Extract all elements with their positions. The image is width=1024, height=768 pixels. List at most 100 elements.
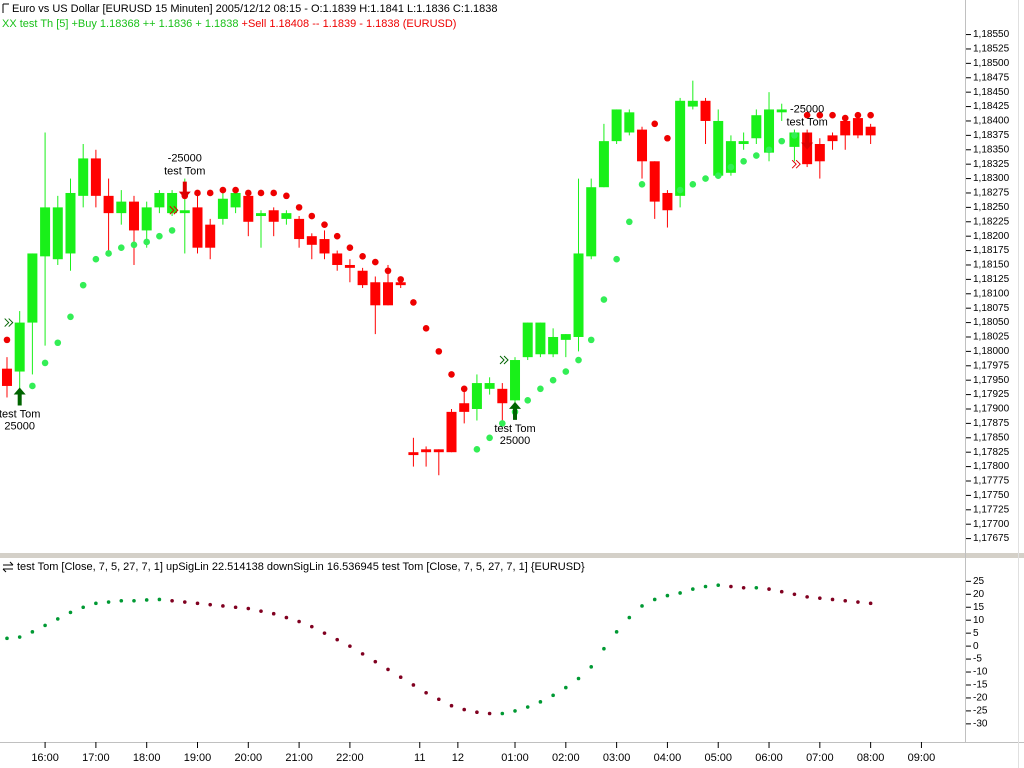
- candle-body: [40, 207, 51, 257]
- indicator-dot: [30, 630, 35, 634]
- indicator-dot: [322, 631, 327, 635]
- signal-amount: 25000: [500, 435, 531, 447]
- y-tick-label: -25: [973, 706, 988, 717]
- candle-body: [852, 118, 863, 136]
- candle-body: [421, 449, 432, 453]
- indicator-dot: [437, 697, 441, 702]
- candle-body: [128, 201, 139, 231]
- y-tick-label: 1,18275: [973, 188, 1010, 199]
- sar-dot: [854, 111, 862, 119]
- indicator-dot: [373, 659, 378, 664]
- chart-title: Euro vs US Dollar [EURUSD 15 Minuten] 20…: [12, 3, 498, 15]
- indicator-dot: [43, 623, 47, 628]
- indicator-dot: [119, 598, 124, 603]
- indicator-dot: [462, 707, 467, 712]
- y-tick-label: -10: [973, 667, 988, 678]
- x-tick-label: 16:00: [31, 752, 59, 764]
- indicator-dot: [640, 604, 644, 608]
- candle-body: [116, 201, 127, 214]
- candle-body: [535, 322, 546, 355]
- y-tick-label: 1,18300: [973, 173, 1010, 184]
- y-tick-label: 5: [973, 628, 979, 639]
- sar-dot: [651, 120, 659, 128]
- signal-arrow: [509, 401, 522, 420]
- candle-body: [459, 403, 470, 412]
- sar-dot: [841, 114, 849, 122]
- y-tick-label: 25: [973, 576, 985, 587]
- y-tick-label: 1,18000: [973, 346, 1010, 357]
- candle-body: [192, 207, 203, 248]
- indicator-dot: [144, 598, 149, 602]
- indicator-dot: [271, 611, 276, 616]
- candle-body: [306, 236, 317, 245]
- candle-body: [78, 158, 89, 196]
- signal-label: test Tom: [494, 423, 535, 435]
- indicator-dot: [5, 636, 9, 641]
- x-tick-label: 19:00: [184, 752, 212, 764]
- sar-dot: [562, 368, 570, 375]
- candle-body: [637, 129, 648, 162]
- sar-dot: [359, 253, 366, 260]
- sar-dot: [448, 371, 455, 378]
- y-tick-label: 1,18250: [973, 202, 1010, 213]
- indicator-dot: [487, 711, 492, 716]
- y-tick-label: 1,18500: [973, 58, 1010, 69]
- sar-dot: [168, 227, 176, 234]
- y-tick-label: 1,18050: [973, 317, 1010, 328]
- candle-body: [713, 120, 724, 176]
- indicator-dot: [246, 606, 251, 611]
- indicator-dot: [310, 624, 314, 629]
- indicator-dot: [602, 646, 606, 651]
- candle-body: [840, 120, 851, 136]
- indicator-dot: [614, 630, 619, 634]
- sar-dot: [765, 146, 773, 154]
- candle-body: [27, 253, 38, 323]
- sar-dot: [321, 221, 328, 228]
- candle-body: [408, 452, 419, 456]
- sar-dot: [117, 244, 125, 251]
- indicator-dot: [538, 700, 543, 704]
- y-tick-label: 1,18025: [973, 332, 1010, 343]
- y-tick-label: 0: [973, 641, 979, 652]
- pane-icon: [2, 561, 14, 573]
- sar-dot: [105, 250, 112, 257]
- candle-body: [167, 192, 178, 214]
- signal-amount: -25000: [168, 152, 202, 164]
- indicator-dot: [805, 595, 809, 599]
- sar-dot: [727, 163, 735, 171]
- signal-chevron: [169, 205, 179, 215]
- signal-chevron: [4, 318, 14, 327]
- candle-body: [294, 218, 305, 240]
- y-tick-label: 1,18150: [973, 260, 1010, 271]
- indicator-dot: [284, 615, 289, 620]
- sar-dot: [283, 192, 290, 200]
- candle-body: [484, 383, 495, 389]
- y-tick-label: 1,18475: [973, 72, 1010, 83]
- indicator-dot: [55, 617, 60, 621]
- candle-body: [383, 282, 394, 306]
- candle-body: [497, 388, 508, 404]
- sar-dot: [3, 336, 11, 344]
- indicator-dot: [81, 605, 85, 610]
- indicator-dot: [195, 601, 200, 606]
- indicator-dot: [386, 667, 390, 672]
- y-tick-label: 1,18200: [973, 231, 1010, 242]
- sar-dot: [638, 181, 646, 188]
- sar-dot: [740, 157, 747, 165]
- indicator-dot: [754, 586, 759, 590]
- candle-body: [751, 115, 762, 139]
- candle-body: [662, 192, 673, 211]
- candle-body: [776, 109, 787, 113]
- sar-dot: [524, 397, 532, 404]
- sar-dot: [460, 385, 468, 393]
- sar-dot: [702, 175, 709, 182]
- candle-body: [243, 195, 254, 222]
- y-tick-label: 1,18325: [973, 159, 1010, 170]
- sar-dot: [194, 189, 201, 197]
- indicator-dot: [564, 685, 568, 690]
- x-tick-label: 03:00: [603, 752, 631, 764]
- indicator-dot: [767, 587, 771, 591]
- y-tick-label: 1,18100: [973, 288, 1010, 299]
- signal-arrow: [178, 181, 191, 199]
- candle-body: [598, 141, 609, 188]
